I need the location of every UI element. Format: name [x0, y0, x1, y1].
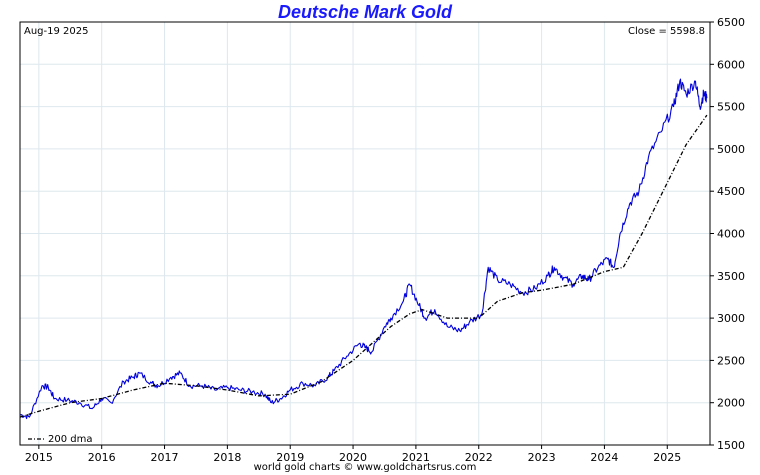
y-tick-label: 6000: [717, 58, 745, 71]
y-tick-label: 2000: [717, 397, 745, 410]
series-line-price: [19, 78, 708, 420]
x-tick-label: 2020: [339, 451, 367, 464]
x-axis: 2015 2016 2017 2018 2019 2020 2021 2022 2023 2024…: [25, 445, 681, 464]
series-line-dma: [19, 114, 708, 418]
x-tick-label: 2021: [402, 451, 430, 464]
y-tick-label: 4500: [717, 185, 745, 198]
x-tick-label: 2017: [151, 451, 179, 464]
chart-credit: world gold charts © www.goldchartsrus.co…: [253, 462, 477, 473]
legend-dma-label: 200 dma: [48, 434, 92, 445]
y-tick-label: 4000: [717, 228, 745, 241]
y-tick-label: 3000: [717, 312, 745, 325]
y-tick-label: 6500: [717, 16, 745, 29]
y-tick-label: 5500: [717, 101, 745, 114]
x-tick-label: 2018: [213, 451, 241, 464]
close-label: Close = 5598.8: [628, 26, 705, 37]
x-tick-label: 2015: [25, 451, 53, 464]
x-tick-label: 2025: [653, 451, 681, 464]
series-layer: [19, 78, 708, 420]
x-tick-label: 2024: [590, 451, 618, 464]
date-label: Aug-19 2025: [24, 26, 89, 37]
y-tick-label: 5000: [717, 143, 745, 156]
y-tick-label: 2500: [717, 354, 745, 367]
y-tick-label: 3500: [717, 270, 745, 283]
chart-title: Deutsche Mark Gold: [277, 2, 453, 22]
x-tick-label: 2022: [465, 451, 493, 464]
x-tick-label: 2016: [88, 451, 116, 464]
x-tick-label: 2019: [276, 451, 304, 464]
y-tick-label: 1500: [717, 439, 745, 452]
legend: 200 dma: [28, 434, 92, 445]
y-axis: 1500 2000 2500 3000 3500 4000 4500 5000 5500 6000…: [710, 16, 745, 452]
x-tick-label: 2023: [528, 451, 556, 464]
